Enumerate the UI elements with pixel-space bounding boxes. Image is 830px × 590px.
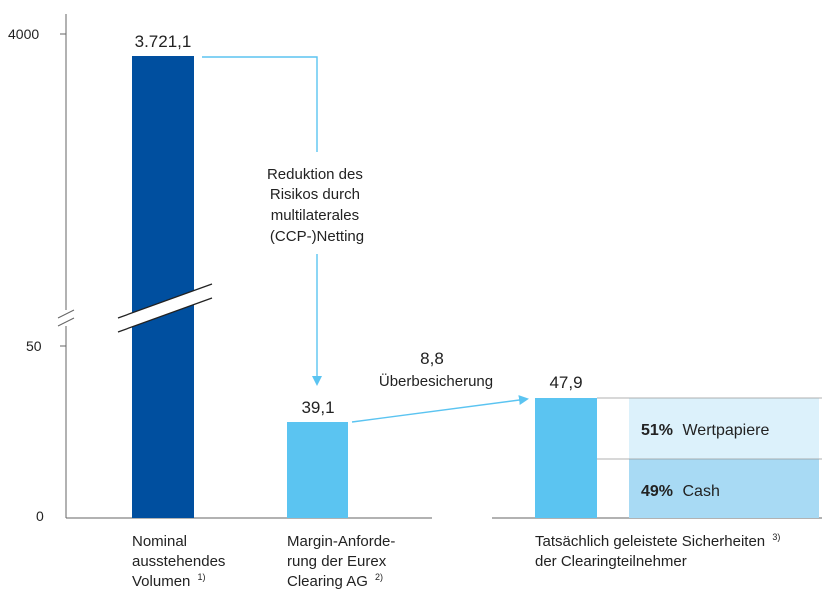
segment-securities-label: 51% Wertpapiere (641, 422, 769, 439)
overcollateral-arrow (351, 395, 529, 423)
segment-securities-name: Wertpapiere (682, 422, 769, 439)
category-collateral-line-1: Tatsächlich geleistete Sicherheiten (535, 533, 765, 550)
footnote-2: 2) (375, 572, 383, 582)
category-label-collateral: Tatsächlich geleistete Sicherheiten 3) d… (535, 527, 785, 570)
overcollateral-label: Überbesicherung (379, 372, 493, 390)
category-label-margin: Margin-Anforde- rung der Eurex Clearing … (287, 533, 400, 590)
segment-cash-label: 49% Cash (641, 483, 720, 500)
bar-value-collateral: 47,9 (549, 373, 582, 392)
netting-line-3: multilaterales (271, 207, 359, 224)
netting-annotation: Reduktion des Risikos durch multilateral… (267, 166, 367, 245)
footnote-1: 1) (198, 572, 206, 582)
y-tick-label-50: 50 (26, 338, 42, 354)
bar-break-line-1 (117, 283, 213, 319)
bar-nominal-volume (132, 56, 194, 518)
netting-line-2: Risikos durch (270, 186, 360, 203)
bar-margin-requirement (287, 422, 348, 518)
bar-value-nominal: 3.721,1 (135, 32, 192, 51)
segment-cash-pct: 49% (641, 483, 673, 500)
bar-collateral (535, 398, 597, 518)
segment-securities (629, 398, 819, 459)
category-margin-line-1: Margin-Anforde- (287, 533, 395, 550)
axis-break-mark-2 (57, 317, 75, 327)
netting-arrow (202, 56, 318, 152)
segment-cash (629, 459, 819, 518)
y-tick-label-4000: 4000 (8, 26, 39, 42)
segment-securities-pct: 51% (641, 422, 673, 439)
bar-break-line-2 (117, 297, 213, 333)
footnote-3: 3) (772, 532, 780, 542)
y-tick-label-0: 0 (36, 508, 44, 524)
category-nominal-line-3: Volumen (132, 573, 190, 590)
category-margin-line-3: Clearing AG (287, 573, 368, 590)
bar-value-margin: 39,1 (301, 398, 334, 417)
category-label-nominal: Nominal ausstehendes Volumen 1) (132, 533, 230, 590)
category-nominal-line-1: Nominal (132, 533, 187, 550)
axis-break-mark-1 (57, 309, 75, 319)
netting-line-4: (CCP-)Netting (270, 228, 364, 245)
netting-line-1: Reduktion des (267, 166, 363, 183)
category-collateral-line-2: der Clearingteilnehmer (535, 553, 687, 570)
category-nominal-line-2: ausstehendes (132, 553, 225, 570)
segment-cash-name: Cash (682, 483, 719, 500)
overcollateral-value: 8,8 (420, 349, 444, 368)
category-margin-line-2: rung der Eurex (287, 553, 387, 570)
bar-break-gap (118, 284, 212, 332)
